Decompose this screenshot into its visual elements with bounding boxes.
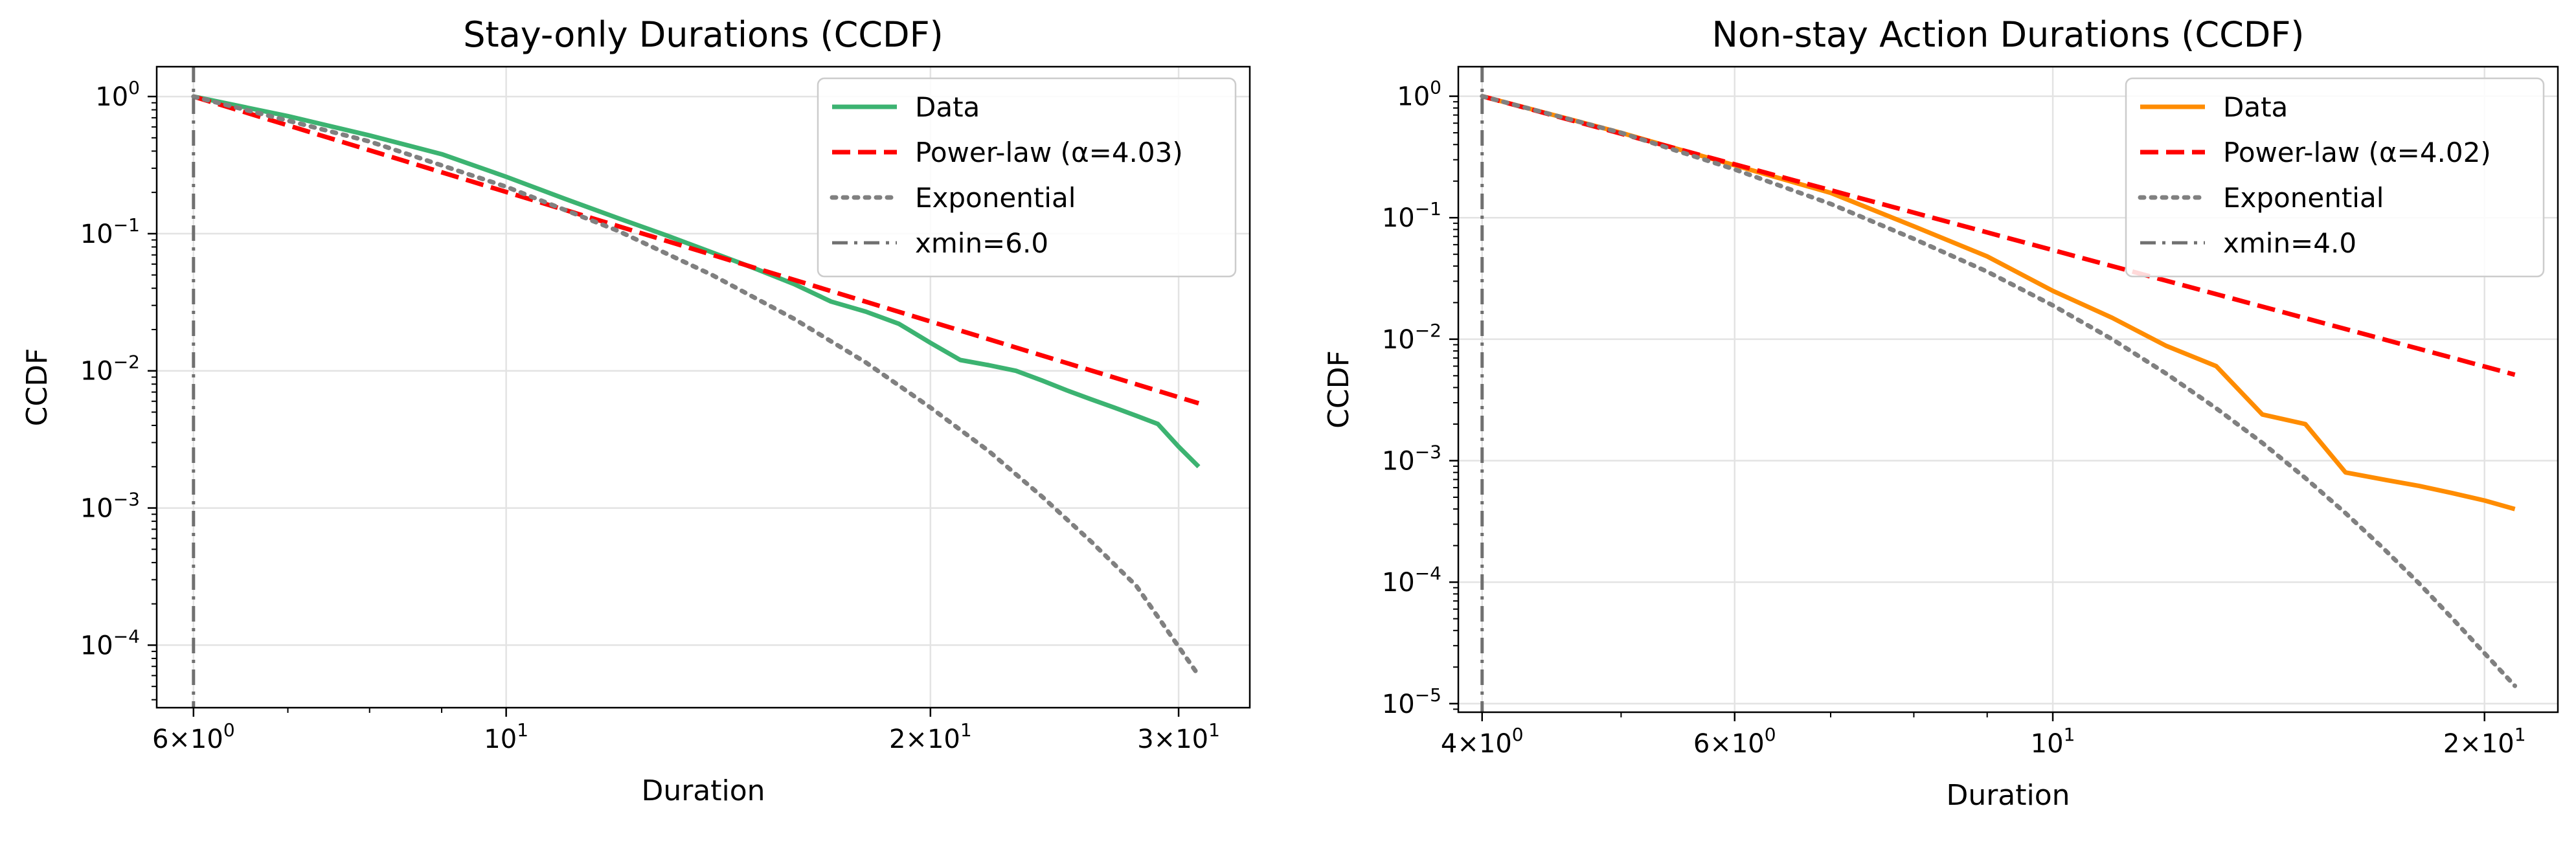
legend-label: xmin=4.0 xyxy=(2223,227,2356,259)
legend-box xyxy=(817,77,1237,278)
grid xyxy=(157,67,1250,708)
axes-frame xyxy=(1457,65,2559,714)
legend: Data Power-law (α=4.03) Exponential xmin=6.… xyxy=(817,77,1237,278)
series-line-dotted xyxy=(191,94,1201,678)
y-axis-label: CCDF xyxy=(1322,350,1355,429)
x-tick-label: 3×101 xyxy=(1137,719,1220,754)
y-tick-label: 10−4 xyxy=(1382,563,1441,598)
legend-label: Data xyxy=(2223,91,2288,123)
x-axis-label: Duration xyxy=(641,774,765,807)
chart-non-stay: Non-stay Action Durations (CCDF) 4×100 6×1… xyxy=(1322,14,2559,812)
x-tick-label: 2×101 xyxy=(889,719,972,754)
chart-stay-only: Stay-only Durations (CCDF) 6×100 101 2×101 3… xyxy=(21,14,1251,807)
y-tick-label: 10−5 xyxy=(1382,684,1441,719)
y-tick-label: 10−2 xyxy=(1382,320,1441,355)
chart-title: Stay-only Durations (CCDF) xyxy=(463,14,943,55)
series-line-dashed xyxy=(192,94,1200,406)
x-tick-label: 4×100 xyxy=(1441,724,1524,759)
y-tick-label: 10−1 xyxy=(1382,198,1441,233)
x-tick-label: 101 xyxy=(2031,724,2075,759)
x-tick-label: 2×101 xyxy=(2443,724,2526,759)
series-group xyxy=(191,67,1201,708)
legend-label: xmin=6.0 xyxy=(915,227,1048,259)
x-tick-label: 6×100 xyxy=(1693,724,1776,759)
x-axis-label: Duration xyxy=(1946,779,2070,812)
y-tick-label: 10−2 xyxy=(80,352,140,387)
legend: Data Power-law (α=4.02) Exponential xmin=4.… xyxy=(2125,77,2545,278)
series-line-dotted xyxy=(1480,94,2518,688)
legend-box xyxy=(2125,77,2545,278)
legend-label: Exponential xyxy=(915,182,1076,214)
legend-label: Data xyxy=(915,91,980,123)
y-tick-label: 10−3 xyxy=(80,489,140,524)
legend-label: Power-law (α=4.02) xyxy=(2223,137,2491,168)
x-tick-label: 6×100 xyxy=(152,719,235,754)
y-tick-label: 10−4 xyxy=(80,625,140,660)
series-group xyxy=(1480,67,2518,712)
legend-label: Exponential xyxy=(2223,182,2384,214)
series-line-solid xyxy=(1481,94,2516,511)
series-line-solid xyxy=(193,94,1201,469)
y-tick-label: 100 xyxy=(95,77,140,112)
series-line-dashed xyxy=(1481,94,2516,377)
y-tick-label: 10−1 xyxy=(80,214,140,249)
y-tick-label: 100 xyxy=(1397,77,1441,112)
x-tick-label: 101 xyxy=(484,719,528,754)
legend-label: Power-law (α=4.03) xyxy=(915,137,1183,168)
axes-frame xyxy=(155,65,1251,709)
y-tick-label: 10−3 xyxy=(1382,441,1441,476)
chart-title: Non-stay Action Durations (CCDF) xyxy=(1712,14,2305,55)
y-axis-label: CCDF xyxy=(21,348,54,427)
